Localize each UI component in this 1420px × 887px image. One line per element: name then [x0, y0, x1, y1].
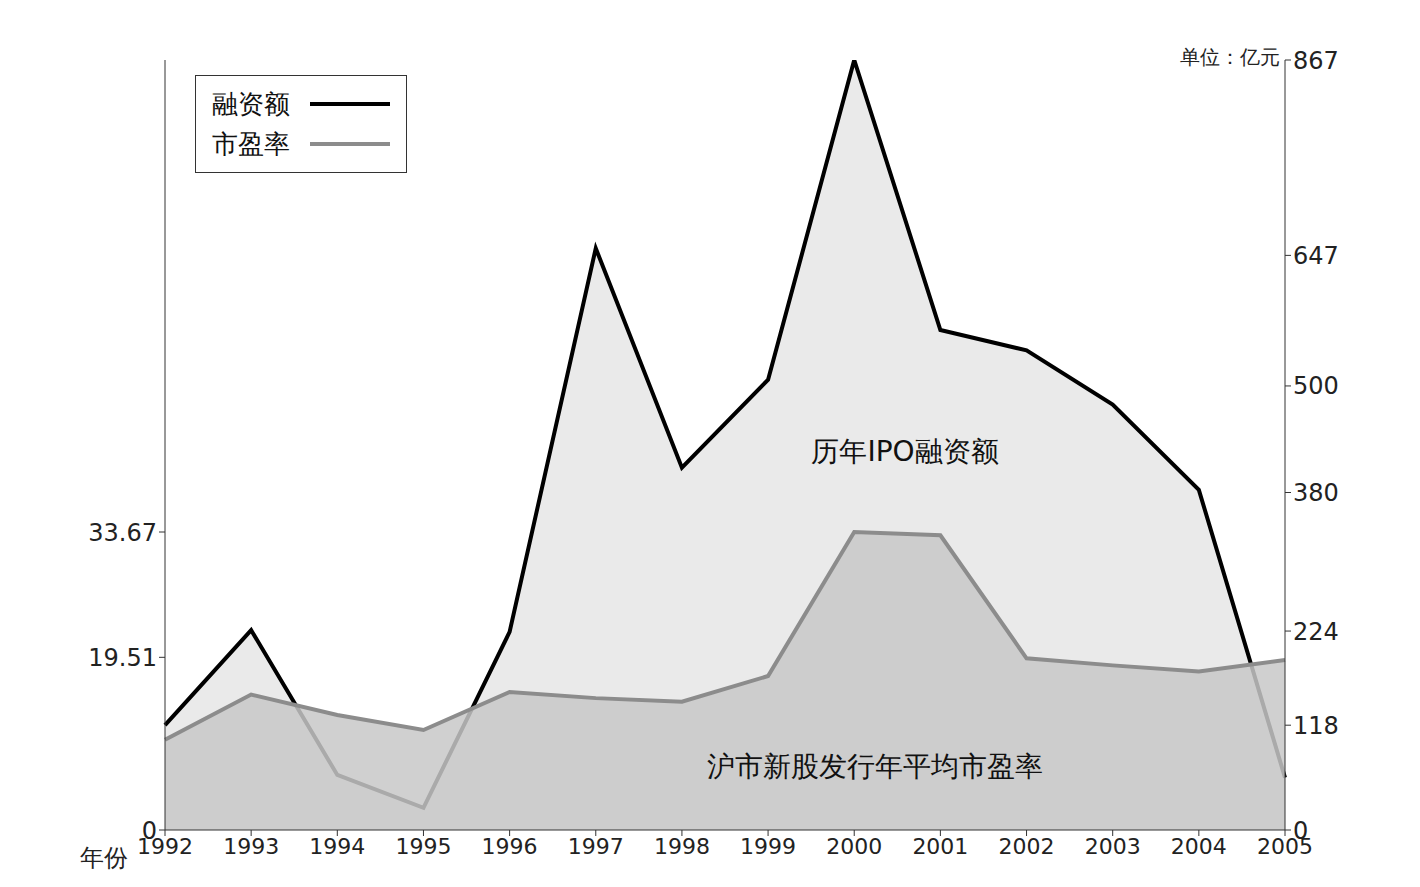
html-text:历年IPO融资额: 历年IPO融资额	[811, 435, 999, 468]
svg-text:867: 867	[1293, 47, 1339, 75]
svg-text:1998: 1998	[654, 834, 710, 859]
svg-text:118: 118	[1293, 712, 1339, 740]
html-text:单位：亿元: 单位：亿元	[1180, 45, 1280, 69]
svg-text:1996: 1996	[482, 834, 538, 859]
svg-text:2004: 2004	[1171, 834, 1227, 859]
svg-text:2005: 2005	[1257, 833, 1313, 859]
svg-text:2000: 2000	[826, 834, 882, 859]
svg-text:33.67: 33.67	[88, 519, 157, 547]
html-text:融资额: 融资额	[212, 89, 290, 119]
svg-text:0: 0	[142, 817, 157, 845]
svg-text:224: 224	[1293, 618, 1339, 646]
svg-text:1992: 1992	[137, 833, 193, 859]
svg-text:380: 380	[1293, 479, 1339, 507]
svg-text:2001: 2001	[912, 834, 968, 859]
svg-text:1995: 1995	[395, 834, 451, 859]
html-text:市盈率: 市盈率	[212, 129, 290, 159]
html-text:年份: 年份	[80, 844, 128, 872]
svg-text:0: 0	[1293, 817, 1308, 845]
svg-text:19.51: 19.51	[88, 644, 157, 672]
svg-text:500: 500	[1293, 372, 1339, 400]
svg-text:2002: 2002	[999, 834, 1055, 859]
svg-text:1997: 1997	[568, 834, 624, 859]
html-text:沪市新股发行年平均市盈率: 沪市新股发行年平均市盈率	[707, 750, 1043, 783]
svg-text:1993: 1993	[223, 834, 279, 859]
svg-text:1999: 1999	[740, 834, 796, 859]
svg-text:1994: 1994	[309, 834, 365, 859]
svg-text:647: 647	[1293, 242, 1339, 270]
svg-text:2003: 2003	[1085, 834, 1141, 859]
